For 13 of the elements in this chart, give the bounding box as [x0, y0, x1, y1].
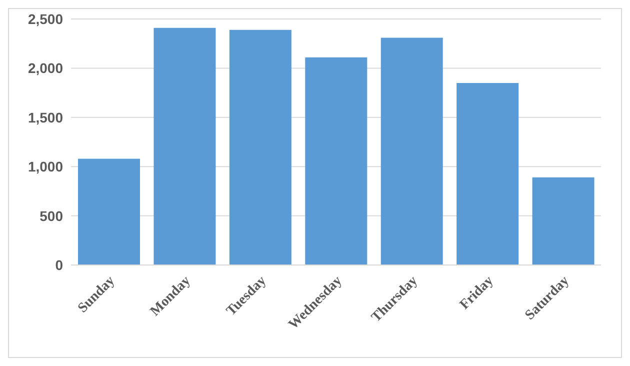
bar [456, 82, 519, 265]
bar [305, 57, 368, 265]
y-tick-label: 1,000 [28, 158, 64, 175]
y-tick-label: 2,500 [28, 10, 64, 27]
y-tick-label: 2,000 [28, 60, 64, 76]
bar [229, 30, 292, 265]
y-tick-label: 0 [55, 256, 64, 273]
bar [532, 177, 594, 265]
bar [154, 28, 216, 265]
bar [78, 158, 140, 265]
y-tick-label: 1,500 [28, 109, 64, 126]
y-tick-label: 500 [40, 208, 64, 224]
bar [380, 38, 443, 265]
